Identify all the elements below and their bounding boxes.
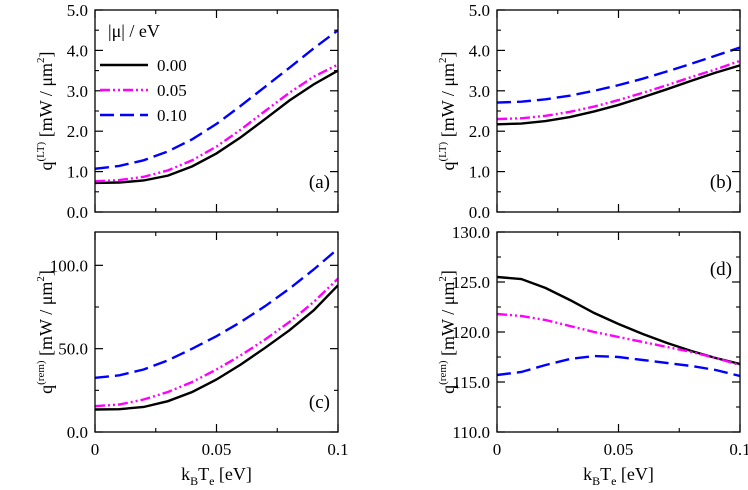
y-tick-label: 5.0 — [469, 1, 490, 20]
plot-frame — [496, 231, 741, 433]
y-label-close: ] — [438, 51, 458, 57]
plot-frame — [496, 9, 741, 213]
y-axis-label: q(LT) [mW / μm2] — [35, 51, 56, 170]
y-label-q: q — [36, 162, 56, 171]
y-tick-label: 115.0 — [452, 373, 490, 392]
series-line-0.10 — [497, 354, 740, 378]
y-label-unit: [mW / μm — [438, 282, 458, 361]
series-line-0.10 — [95, 247, 338, 380]
legend-label: 0.10 — [157, 106, 187, 125]
y-tick-label: 2.0 — [67, 122, 88, 141]
y-axis-label: q(rem) [mW / μm2] — [437, 270, 458, 394]
x-label-t: T — [600, 464, 611, 484]
panel-label: (c) — [309, 392, 330, 413]
y-label-sup: (LT) — [35, 141, 47, 161]
y-tick-label: 3.0 — [67, 82, 88, 101]
y-label-q: q — [438, 162, 458, 171]
y-tick-label: 0.0 — [67, 423, 88, 442]
y-label-pow: 2 — [437, 57, 449, 63]
series-line-0.05 — [497, 312, 740, 367]
y-label-unit: [mW / μm — [438, 63, 458, 142]
y-tick-label: 50.0 — [58, 340, 88, 359]
y-label-close: ] — [438, 270, 458, 276]
panel-3: 110.0 115.0 120.0 125.0 130.0 0 0.05 0.1 (d) q(re… — [437, 223, 748, 488]
legend-label: 0.00 — [157, 56, 187, 75]
y-label-pow: 2 — [35, 276, 47, 282]
panel-label: (d) — [710, 259, 732, 280]
x-tick-label: 0.05 — [202, 440, 232, 459]
y-tick-label: 120.0 — [452, 323, 490, 342]
series-line-0.05 — [95, 63, 338, 183]
series-line-0.05 — [497, 59, 740, 121]
series-line-0.00 — [497, 64, 740, 126]
panel-1: 0.0 1.0 2.0 3.0 4.0 5.0 (b) q(LT) [mW / μm2] — [437, 1, 741, 222]
x-label-k: k — [583, 464, 592, 484]
series-line-0.00 — [95, 69, 338, 185]
y-tick-label: 1.0 — [67, 163, 88, 182]
x-label-k: k — [181, 464, 190, 484]
x-tick-label: 0.1 — [327, 440, 348, 459]
y-label-pow: 2 — [437, 276, 449, 282]
y-label-close: ] — [36, 51, 56, 57]
y-tick-label: 130.0 — [452, 223, 490, 242]
y-label-pow: 2 — [35, 57, 47, 63]
legend-title: |μ| / eV — [108, 21, 160, 41]
y-label-q: q — [438, 385, 458, 394]
x-tick-label: 0 — [91, 440, 100, 459]
y-label-sup: (rem) — [35, 360, 47, 385]
y-tick-label: 100.0 — [50, 256, 88, 275]
legend: |μ| / eV 0.00 0.05 0.10 — [100, 21, 187, 125]
x-axis-label: kBTe [eV] — [583, 464, 654, 488]
series-line-0.10 — [95, 29, 338, 170]
x-label-sub-e: e — [209, 474, 214, 488]
series-line-0.05 — [95, 277, 338, 408]
y-label-unit: [mW / μm — [36, 282, 56, 361]
y-tick-label: 2.0 — [469, 122, 490, 141]
y-tick-label: 4.0 — [67, 41, 88, 60]
y-label-q: q — [36, 385, 56, 394]
x-label-sub-b: B — [592, 474, 600, 488]
y-tick-label: 110.0 — [452, 423, 490, 442]
x-label-sub-e: e — [611, 474, 616, 488]
y-tick-label: 125.0 — [452, 273, 490, 292]
y-tick-label: 5.0 — [67, 1, 88, 20]
y-label-unit: [mW / μm — [36, 63, 56, 142]
series-line-0.00 — [497, 275, 740, 366]
y-label-sup: (LT) — [437, 141, 449, 161]
y-tick-label: 0.0 — [469, 203, 490, 222]
panel-0: 0.0 1.0 2.0 3.0 4.0 5.0 (a) q(LT) [mW / μm2] — [35, 1, 339, 222]
panel-label: (a) — [309, 172, 330, 193]
x-label-sub-b: B — [190, 474, 198, 488]
y-tick-label: 0.0 — [67, 203, 88, 222]
y-label-close: ] — [36, 270, 56, 276]
y-tick-label: 4.0 — [469, 41, 490, 60]
legend-label: 0.05 — [157, 81, 187, 100]
x-label-unit: [eV] — [214, 464, 251, 484]
x-tick-label: 0 — [493, 440, 502, 459]
y-tick-label: 3.0 — [469, 82, 490, 101]
panel-label: (b) — [710, 172, 732, 193]
panel-2: 0.0 50.0 100.0 0 0.05 0.1 (c) q(rem) [mW / μm2]… — [35, 231, 349, 488]
series-line-0.00 — [95, 284, 338, 411]
y-label-sup: (rem) — [437, 360, 449, 385]
x-axis-label: kBTe [eV] — [181, 464, 252, 488]
y-axis-label: q(LT) [mW / μm2] — [437, 51, 458, 170]
series-line-0.10 — [497, 46, 740, 104]
x-tick-label: 0.1 — [729, 440, 748, 459]
y-axis-label: q(rem) [mW / μm2] — [35, 270, 56, 394]
y-tick-label: 1.0 — [469, 163, 490, 182]
x-label-unit: [eV] — [616, 464, 653, 484]
x-label-t: T — [198, 464, 209, 484]
x-tick-label: 0.05 — [604, 440, 634, 459]
